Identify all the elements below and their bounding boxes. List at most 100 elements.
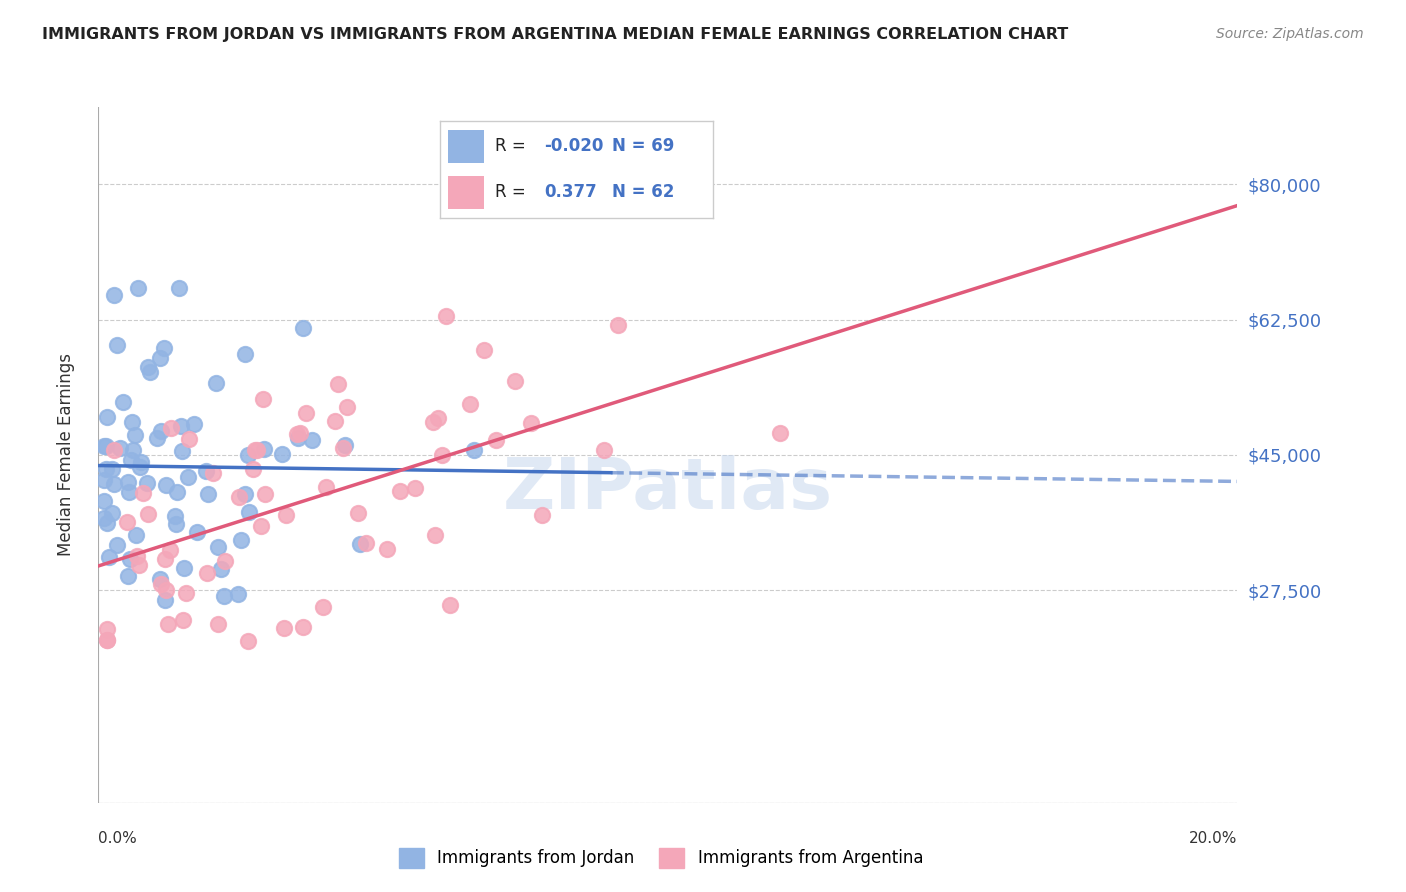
Point <box>214 589 236 603</box>
Point <box>226 587 249 601</box>
Point <box>136 359 159 374</box>
Point <box>159 420 181 434</box>
Point <box>96 439 118 453</box>
Point <box>96 410 118 425</box>
Point <box>150 425 173 439</box>
Point <box>253 442 276 457</box>
Point <box>93 494 115 508</box>
Point <box>117 475 139 489</box>
Point <box>163 508 186 523</box>
Point <box>152 341 174 355</box>
Point <box>207 617 229 632</box>
Point <box>326 376 349 391</box>
Point <box>201 466 224 480</box>
Text: Source: ZipAtlas.com: Source: ZipAtlas.com <box>1216 27 1364 41</box>
Point <box>233 347 256 361</box>
Point <box>121 415 143 429</box>
Point <box>276 508 298 522</box>
Point <box>323 414 346 428</box>
Point <box>427 410 450 425</box>
Point <box>336 401 359 415</box>
Point <box>252 392 274 406</box>
Point <box>157 617 180 632</box>
Point <box>291 620 314 634</box>
Point <box>108 441 131 455</box>
Point <box>333 438 356 452</box>
Point <box>422 415 444 429</box>
Point <box>186 525 208 540</box>
Point <box>236 448 259 462</box>
Point <box>436 309 458 323</box>
Point <box>155 582 177 597</box>
Point <box>159 542 181 557</box>
Point <box>231 533 253 547</box>
Point <box>332 442 354 456</box>
Point <box>375 541 398 556</box>
Point <box>228 490 250 504</box>
Point <box>183 417 205 432</box>
Point <box>93 473 115 487</box>
Point <box>290 426 312 441</box>
Point <box>246 442 269 457</box>
Point <box>195 566 218 580</box>
Point <box>129 455 152 469</box>
Point <box>404 481 426 495</box>
Point <box>197 487 219 501</box>
Point <box>121 442 143 457</box>
Point <box>285 426 308 441</box>
Point <box>139 366 162 380</box>
Point <box>346 506 368 520</box>
Point <box>100 506 122 520</box>
Point <box>236 634 259 648</box>
Point <box>103 288 125 302</box>
Point <box>96 632 118 647</box>
Point <box>94 461 117 475</box>
Point <box>349 537 371 551</box>
Point <box>146 431 169 445</box>
Point <box>214 554 236 568</box>
Point <box>245 443 267 458</box>
Point <box>177 470 200 484</box>
Point <box>155 593 177 607</box>
Point <box>127 549 149 563</box>
Point <box>118 485 141 500</box>
Point <box>238 505 260 519</box>
Point <box>149 577 172 591</box>
Point <box>271 447 294 461</box>
Text: IMMIGRANTS FROM JORDAN VS IMMIGRANTS FROM ARGENTINA MEDIAN FEMALE EARNINGS CORRE: IMMIGRANTS FROM JORDAN VS IMMIGRANTS FRO… <box>42 27 1069 42</box>
Text: 20.0%: 20.0% <box>1189 830 1237 846</box>
Point <box>472 343 495 358</box>
Point <box>389 484 412 499</box>
Point <box>503 374 526 388</box>
Point <box>128 459 150 474</box>
Point <box>96 632 118 647</box>
Point <box>606 318 628 333</box>
Point <box>430 448 453 462</box>
Point <box>301 434 323 448</box>
Point <box>315 480 337 494</box>
Point <box>125 528 148 542</box>
Point <box>124 428 146 442</box>
Point <box>155 477 177 491</box>
Point <box>96 516 118 530</box>
Point <box>356 536 378 550</box>
Point <box>205 376 228 391</box>
Point <box>242 462 264 476</box>
Point <box>120 453 142 467</box>
Point <box>194 464 217 478</box>
Point <box>312 599 335 614</box>
Point <box>93 439 115 453</box>
Point <box>295 406 318 420</box>
Point <box>128 558 150 573</box>
Text: ZIPatlas: ZIPatlas <box>503 455 832 524</box>
Point <box>115 516 138 530</box>
Point <box>112 394 135 409</box>
Point <box>149 572 172 586</box>
Point <box>173 561 195 575</box>
Point <box>769 426 792 441</box>
Point <box>520 416 543 430</box>
Point <box>179 432 201 446</box>
Point <box>93 511 115 525</box>
Point <box>103 442 125 457</box>
Point <box>166 485 188 500</box>
